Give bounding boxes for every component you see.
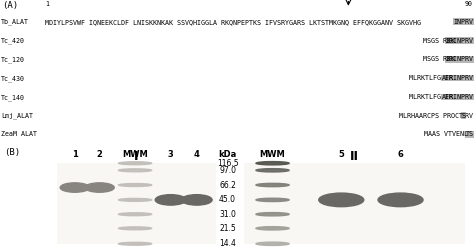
Ellipse shape [118, 169, 152, 172]
Text: (B): (B) [4, 148, 20, 157]
Ellipse shape [118, 198, 152, 201]
Text: 1: 1 [45, 1, 49, 7]
Text: MDIYLPSVWF IQNEEKCLDF LNISKKNKAK SSVQHIGGLA RKQNPEPTKS IFVSRYGARS LKTSTMKGNQ EFF: MDIYLPSVWF IQNEEKCLDF LNISKKNKAK SSVQHIG… [45, 19, 421, 25]
Ellipse shape [155, 195, 186, 205]
Text: INPRV: INPRV [454, 19, 474, 25]
Text: 2: 2 [97, 150, 102, 159]
Text: II: II [350, 150, 359, 163]
Text: MLRKTLFG FR: MLRKTLFG FR [409, 75, 453, 81]
Text: 6: 6 [398, 150, 403, 159]
Text: MAAS VTVENL: MAAS VTVENL [424, 131, 468, 137]
Bar [57, 163, 216, 244]
Text: Tc_430: Tc_430 [1, 75, 25, 82]
Ellipse shape [378, 193, 423, 207]
Text: 5: 5 [338, 150, 344, 159]
Text: AIRINPRV: AIRINPRV [441, 94, 474, 100]
Text: Tc_140: Tc_140 [1, 94, 25, 101]
Ellipse shape [256, 183, 289, 187]
Text: 1: 1 [72, 150, 78, 159]
Text: Lmj_ALAT: Lmj_ALAT [1, 113, 33, 119]
Text: (A): (A) [2, 1, 18, 10]
Text: 90: 90 [465, 1, 473, 7]
Text: Tc_120: Tc_120 [1, 56, 25, 63]
Ellipse shape [118, 227, 152, 230]
Ellipse shape [118, 242, 152, 245]
Ellipse shape [85, 183, 114, 192]
Text: MWM: MWM [260, 150, 285, 159]
Text: MLRKTLFG FR: MLRKTLFG FR [409, 94, 453, 100]
Ellipse shape [118, 162, 152, 165]
Ellipse shape [256, 213, 289, 216]
Text: 66.2: 66.2 [219, 181, 236, 189]
Text: Tb_ALAT: Tb_ALAT [1, 19, 29, 25]
Text: TS: TS [465, 131, 474, 137]
Text: MSGS RKK: MSGS RKK [423, 38, 455, 44]
Ellipse shape [118, 213, 152, 216]
Ellipse shape [60, 183, 90, 192]
Text: 31.0: 31.0 [219, 210, 236, 219]
Text: ZeaM ALAT: ZeaM ALAT [1, 131, 37, 137]
Ellipse shape [256, 227, 289, 230]
Text: Tc_420: Tc_420 [1, 38, 25, 44]
Text: 45.0: 45.0 [219, 195, 236, 204]
Ellipse shape [118, 184, 152, 187]
Bar [244, 163, 465, 244]
Ellipse shape [181, 195, 212, 205]
Text: MLRHAARCPS PROCT: MLRHAARCPS PROCT [399, 113, 463, 119]
Ellipse shape [256, 162, 289, 165]
Text: kDa: kDa [219, 150, 237, 159]
Text: 14.4: 14.4 [219, 239, 236, 248]
Text: I: I [134, 150, 138, 163]
Text: AIRINPRV: AIRINPRV [441, 75, 474, 81]
Text: IRINPRV: IRINPRV [446, 38, 474, 44]
Text: MWM: MWM [122, 150, 148, 159]
Text: PRV: PRV [462, 113, 474, 119]
Ellipse shape [256, 169, 289, 172]
Text: 21.5: 21.5 [219, 224, 236, 233]
Ellipse shape [256, 198, 289, 201]
Text: 3: 3 [168, 150, 173, 159]
Text: 4: 4 [194, 150, 200, 159]
Text: S: S [462, 113, 465, 119]
Text: 97.0: 97.0 [219, 166, 236, 175]
Text: MSGS RKK: MSGS RKK [423, 56, 455, 62]
Ellipse shape [319, 193, 364, 207]
Text: 116.5: 116.5 [217, 159, 238, 168]
Ellipse shape [256, 242, 289, 246]
Text: IRINPRV: IRINPRV [446, 56, 474, 62]
